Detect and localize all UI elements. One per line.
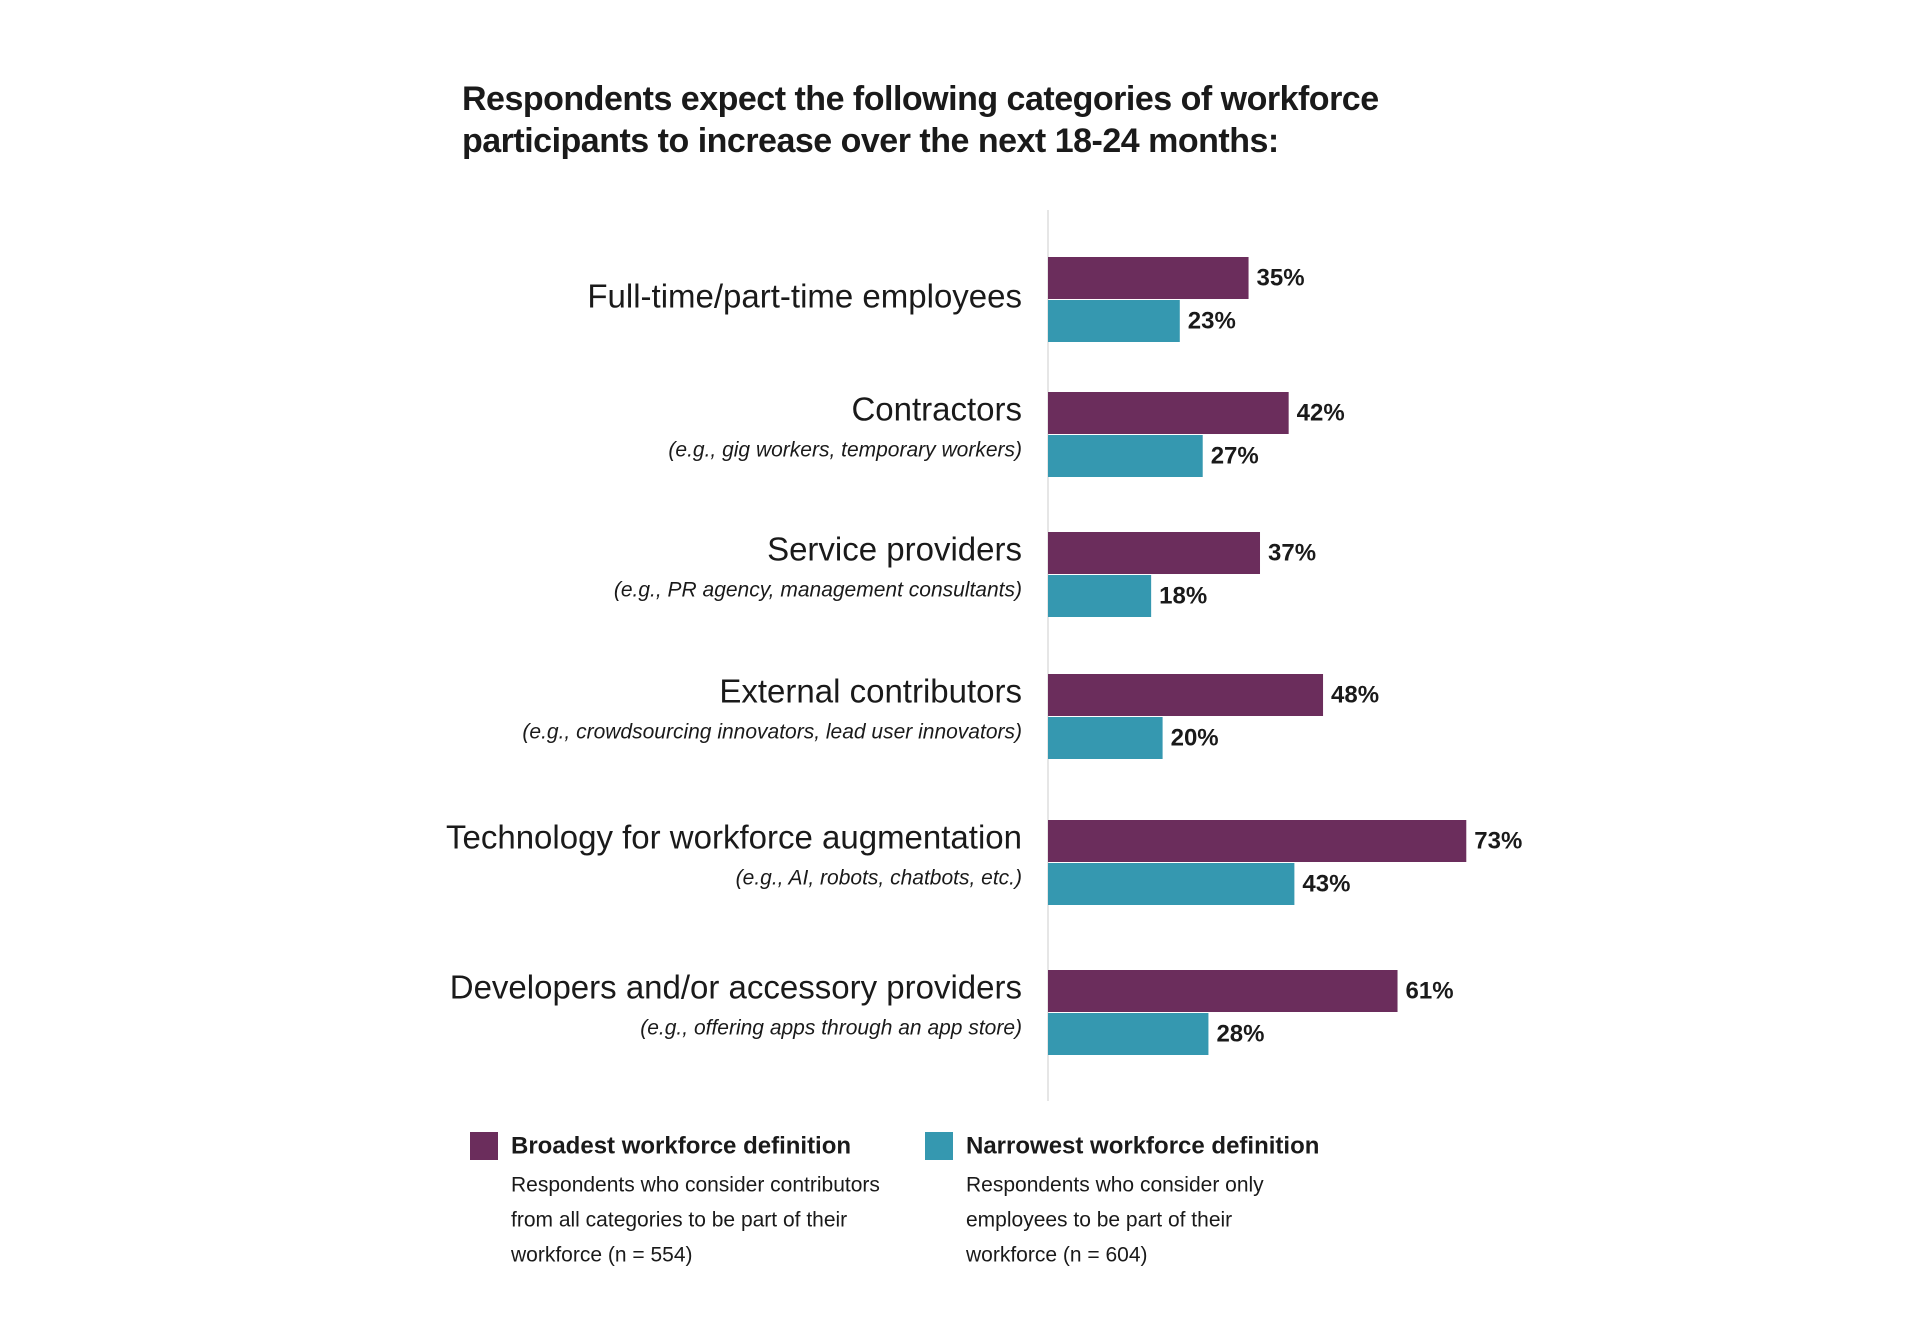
bar (1048, 970, 1398, 1012)
bar (1048, 717, 1163, 759)
value-label: 42% (1297, 399, 1345, 426)
category-label: Full-time/part-time employees (587, 278, 1022, 315)
legend-description: Respondents who consider contributors (511, 1174, 880, 1197)
category-note: (e.g., gig workers, temporary workers) (668, 439, 1022, 462)
legend-description: workforce (n = 554) (510, 1244, 693, 1267)
bar (1048, 392, 1289, 434)
legend-description: from all categories to be part of their (511, 1209, 847, 1232)
category-label: Developers and/or accessory providers (450, 969, 1022, 1006)
bar (1048, 863, 1295, 905)
legend-swatch (925, 1132, 953, 1160)
bar (1048, 820, 1467, 862)
bar (1048, 1013, 1209, 1055)
category-label: Service providers (767, 531, 1022, 568)
bar (1048, 674, 1324, 716)
value-label: 48% (1331, 681, 1379, 708)
value-label: 73% (1474, 827, 1522, 854)
legend-description: workforce (n = 604) (965, 1244, 1148, 1267)
value-label: 20% (1171, 724, 1219, 751)
value-label: 37% (1268, 539, 1316, 566)
category-note: (e.g., offering apps through an app stor… (640, 1017, 1022, 1040)
value-label: 35% (1257, 264, 1305, 291)
bar (1048, 532, 1261, 574)
value-label: 27% (1211, 442, 1259, 469)
chart-title: Respondents expect the following categor… (462, 80, 1379, 160)
legend-label: Broadest workforce definition (511, 1132, 851, 1159)
value-label: 23% (1188, 307, 1236, 334)
value-label: 18% (1159, 582, 1207, 609)
bar (1048, 435, 1203, 477)
category-note: (e.g., PR agency, management consultants… (614, 579, 1022, 602)
legend-label: Narrowest workforce definition (966, 1132, 1319, 1159)
value-label: 43% (1302, 870, 1350, 897)
category-label: External contributors (719, 673, 1022, 710)
bar (1048, 300, 1180, 342)
legend-description: employees to be part of their (966, 1209, 1232, 1232)
bar (1048, 575, 1152, 617)
value-label: 28% (1216, 1020, 1264, 1047)
category-note: (e.g., AI, robots, chatbots, etc.) (736, 867, 1022, 890)
legend-swatch (470, 1132, 498, 1160)
category-note: (e.g., crowdsourcing innovators, lead us… (522, 721, 1022, 744)
bar (1048, 257, 1249, 299)
category-label: Contractors (851, 391, 1022, 428)
legend-description: Respondents who consider only (966, 1174, 1264, 1197)
value-label: 61% (1406, 977, 1454, 1004)
category-label: Technology for workforce augmentation (446, 819, 1022, 856)
